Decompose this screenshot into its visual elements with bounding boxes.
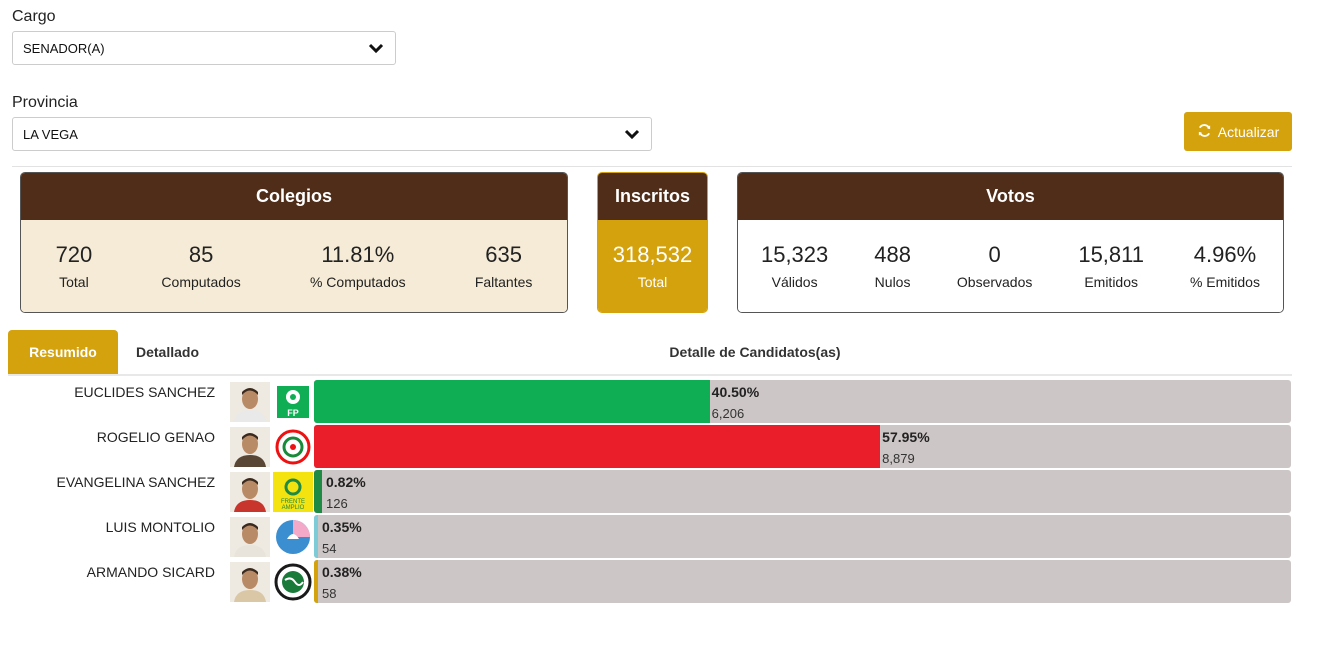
provincia-label: Provincia — [12, 94, 78, 111]
candidate-row: EVANGELINA SANCHEZ FRENTE AMPLIO 0.82% 126 — [0, 470, 1341, 514]
vote-bar-fill — [314, 470, 322, 513]
candidate-name: LUIS MONTOLIO — [105, 519, 215, 535]
vote-percentage: 57.95% — [882, 429, 930, 445]
tab-resumido[interactable]: Resumido — [8, 330, 118, 374]
candidate-name: EVANGELINA SANCHEZ — [56, 474, 215, 490]
inscritos-total: 318,532 Total — [612, 242, 693, 290]
vote-percentage: 0.38% — [322, 564, 362, 580]
cargo-label: Cargo — [12, 8, 56, 25]
votos-title: Votos — [738, 173, 1283, 220]
colegios-pct-computados: 11.81%% Computados — [309, 242, 406, 290]
vote-bar-fill — [314, 380, 710, 423]
inscritos-card: Inscritos 318,532 Total — [597, 172, 708, 313]
provincia-select[interactable]: LA VEGA — [12, 117, 652, 151]
candidate-name: EUCLIDES SANCHEZ — [74, 384, 215, 400]
vote-bar-fill — [314, 425, 881, 468]
vote-count: 54 — [322, 541, 337, 556]
inscritos-title: Inscritos — [598, 173, 707, 220]
svg-text:AMPLIO: AMPLIO — [282, 505, 305, 511]
candidate-photo — [230, 427, 270, 467]
cargo-select-value: SENADOR(A) — [23, 40, 105, 56]
vote-count: 8,879 — [882, 451, 915, 466]
vote-percentage: 0.82% — [326, 474, 366, 490]
votos-emitidos: 15,811 Emitidos — [1078, 242, 1144, 290]
candidate-row: ARMANDO SICARD 0.38% 58 — [0, 560, 1341, 604]
votos-nulos: 488 Nulos — [874, 242, 911, 290]
vote-bar-track: 0.38% 58 — [314, 560, 1291, 603]
vote-count: 126 — [326, 496, 348, 511]
vote-bar-track: 57.95% 8,879 — [314, 425, 1291, 468]
inscritos-stats: 318,532 Total — [598, 220, 707, 312]
fp-party-logo: FP — [273, 382, 313, 422]
refresh-icon — [1197, 123, 1212, 141]
votos-stats: 15,323 Válidos 488 Nulos 0 Observados 15,81… — [738, 220, 1283, 312]
svg-text:FP: FP — [287, 408, 299, 418]
prsc-party-logo — [273, 427, 313, 467]
tabs-divider — [8, 374, 1292, 376]
candidate-name: ROGELIO GENAO — [96, 429, 215, 445]
vote-bar-track: 40.50% 6,206 — [314, 380, 1291, 423]
frente-amplio-logo: FRENTE AMPLIO — [273, 472, 313, 512]
vote-bar-track: 0.35% 54 — [314, 515, 1291, 558]
candidate-name: ARMANDO SICARD — [86, 564, 215, 580]
chevron-down-icon — [623, 125, 641, 143]
votos-card: Votos 15,323 Válidos 488 Nulos 0 Observados… — [737, 172, 1284, 313]
refresh-button[interactable]: Actualizar — [1184, 112, 1292, 151]
vote-bar-fill — [314, 515, 318, 558]
candidate-row: LUIS MONTOLIO 0.35% 54 — [0, 515, 1341, 559]
vote-count: 6,206 — [711, 406, 745, 421]
candidate-photo — [230, 382, 270, 422]
vote-count: 58 — [322, 586, 337, 601]
provincia-select-value: LA VEGA — [23, 126, 78, 142]
colegios-total: 720 Total — [55, 242, 93, 290]
party-logo-green-globe — [273, 562, 313, 602]
candidate-photo — [230, 562, 270, 602]
candidate-photo — [230, 517, 270, 557]
colegios-stats: 720 Total 85 Computados 11.81%% Computados… — [21, 220, 567, 312]
divider — [12, 166, 1292, 167]
candidate-row: ROGELIO GENAO 57.95% 8,879 — [0, 425, 1341, 469]
colegios-faltantes: 635 Faltantes — [474, 242, 533, 290]
party-logo-blue-pink — [273, 517, 313, 557]
svg-text:FRENTE: FRENTE — [281, 499, 305, 505]
vote-bar-fill — [314, 560, 318, 603]
votos-validos: 15,323 Válidos — [760, 242, 829, 290]
tab-detallado[interactable]: Detallado — [135, 344, 199, 360]
vote-percentage: 0.35% — [322, 519, 362, 535]
chevron-down-icon — [367, 39, 385, 57]
refresh-button-label: Actualizar — [1217, 123, 1280, 140]
detail-title: Detalle de Candidatos(as) — [669, 344, 841, 360]
votos-pct-emitidos: 4.96%% Emitidos — [1189, 242, 1260, 290]
vote-percentage: 40.50% — [711, 384, 760, 400]
candidate-photo — [230, 472, 270, 512]
vote-bar-track: 0.82% 126 — [314, 470, 1291, 513]
colegios-computados: 85 Computados — [161, 242, 241, 290]
colegios-card: Colegios 720 Total 85 Computados 11.81%% C… — [20, 172, 568, 313]
colegios-title: Colegios — [21, 173, 567, 220]
cargo-select[interactable]: SENADOR(A) — [12, 31, 396, 65]
votos-observados: 0 Observados — [956, 242, 1033, 290]
candidate-row: EUCLIDES SANCHEZ FP 40.50% 6,206 — [0, 380, 1341, 424]
